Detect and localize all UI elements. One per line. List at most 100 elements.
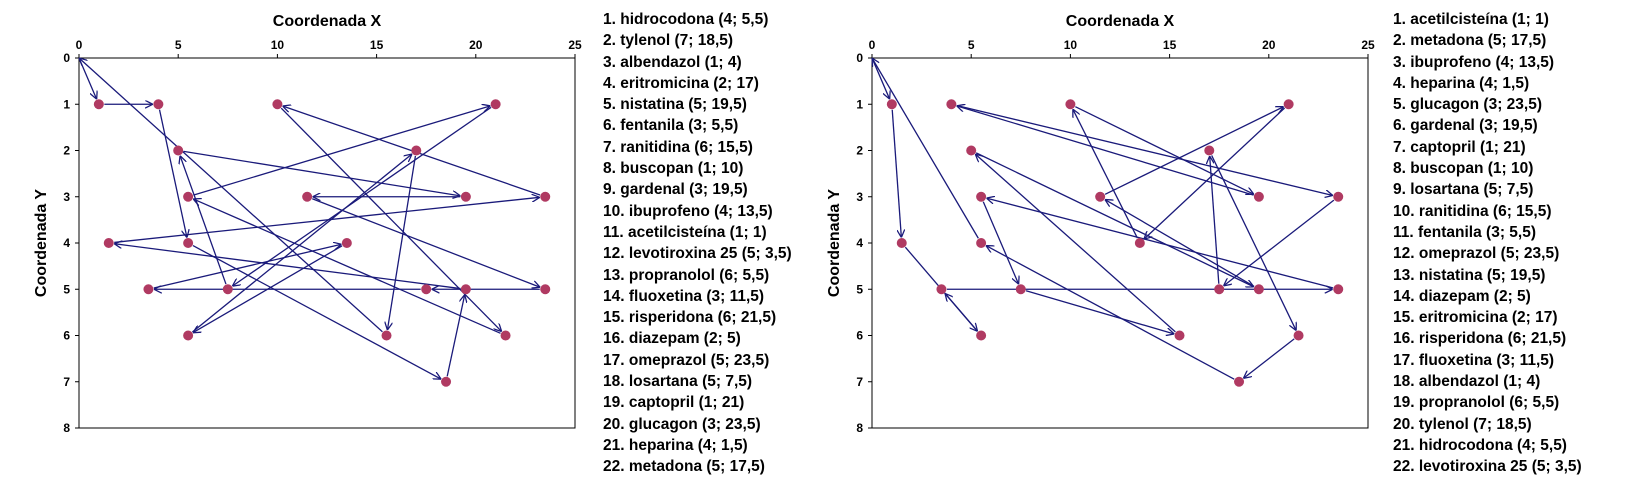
legend-item: 13. nistatina (5; 19,5) — [1393, 266, 1546, 284]
y-tick-label: 7 — [63, 375, 70, 389]
location-point — [1214, 284, 1225, 295]
legend-item: 10. ibuprofeno (4; 13,5) — [603, 202, 773, 220]
route-arrow — [957, 106, 1254, 196]
location-point — [183, 238, 194, 248]
legend-item: 14. diazepam (2; 5) — [1393, 287, 1531, 305]
x-tick-label: 25 — [568, 38, 582, 52]
location-point — [540, 191, 551, 202]
location-point — [1015, 284, 1026, 295]
legend-chart-2: 1. acetilcisteína (1; 1) 2. metadona (5; … — [1393, 9, 1582, 478]
y-tick-label: 1 — [856, 97, 863, 111]
y-tick-label: 2 — [856, 144, 863, 158]
route-arrow — [1243, 338, 1295, 379]
y-axis-title: Coordenada Y — [826, 189, 843, 298]
x-tick-label: 20 — [1262, 38, 1276, 52]
y-tick-label: 6 — [856, 329, 863, 343]
y-tick-label: 3 — [856, 190, 863, 204]
location-point — [976, 238, 987, 248]
legend-item: 19. propranolol (6; 5,5) — [1393, 394, 1560, 412]
route-arrow — [956, 104, 1333, 196]
route-arrow — [872, 58, 979, 239]
location-point — [1333, 191, 1344, 202]
route-arrow — [891, 109, 901, 238]
location-point — [153, 99, 164, 110]
legend-item: 21. hidrocodona (4; 5,5) — [1393, 436, 1567, 454]
location-point — [1065, 99, 1076, 110]
location-point — [183, 330, 194, 341]
location-point — [886, 99, 897, 110]
legend-item: 8. buscopan (1; 10) — [1393, 160, 1534, 178]
route-arrow — [1075, 106, 1254, 195]
y-tick-label: 6 — [63, 329, 70, 343]
legend-item: 22. levotiroxina 25 (5; 3,5) — [1393, 458, 1582, 476]
location-point — [1253, 284, 1264, 295]
y-tick-label: 8 — [856, 421, 863, 435]
location-point — [946, 99, 957, 110]
legend-item: 11. fentanila (3; 5,5) — [1393, 223, 1536, 241]
x-tick-label: 10 — [1064, 38, 1078, 52]
route-arrow — [78, 57, 97, 99]
route-arrow — [193, 199, 501, 334]
route-arrow — [312, 198, 540, 288]
location-point — [1134, 238, 1145, 248]
location-point — [1174, 330, 1185, 341]
location-point — [173, 145, 184, 156]
route-arrow — [1211, 155, 1296, 330]
location-point — [1253, 191, 1264, 202]
legend-item: 22. metadona (5; 17,5) — [603, 458, 765, 476]
route-arrow — [183, 150, 461, 196]
legend-item: 8. buscopan (1; 10) — [603, 160, 744, 178]
route-arrow — [982, 201, 1018, 284]
location-point — [381, 330, 392, 341]
route-arrow — [986, 198, 1334, 289]
location-point — [1293, 330, 1304, 341]
route-arrow — [1144, 107, 1286, 239]
legend-item: 12. levotiroxina 25 (5; 3,5) — [603, 245, 792, 263]
x-axis-title: Coordenada X — [273, 13, 382, 30]
location-point — [500, 330, 511, 341]
y-tick-label: 0 — [63, 51, 70, 65]
x-axis-title: Coordenada X — [1066, 13, 1175, 30]
legend-item: 19. captopril (1; 21) — [603, 394, 745, 412]
route-arrow — [1210, 156, 1220, 284]
location-point — [421, 284, 432, 295]
location-point — [1234, 376, 1245, 387]
legend-item: 10. ranitidina (6; 15,5) — [1393, 202, 1552, 220]
route-arrow — [193, 106, 490, 196]
legend-item: 15. risperidona (6; 21,5) — [603, 309, 777, 327]
x-tick-label: 10 — [271, 38, 285, 52]
legend-item: 5. nistatina (5; 19,5) — [603, 96, 747, 114]
legend-item: 9. gardenal (3; 19,5) — [603, 181, 748, 199]
location-point — [411, 145, 422, 156]
x-tick-label: 15 — [370, 38, 384, 52]
route-arrow — [153, 244, 342, 289]
legend-item: 20. glucagon (3; 23,5) — [603, 415, 761, 433]
location-point — [966, 145, 977, 156]
x-tick-label: 5 — [175, 38, 182, 52]
route-arrow — [114, 197, 540, 244]
legend-chart-1: 1. hidrocodona (4; 5,5) 2. tylenol (7; 18… — [603, 9, 792, 478]
y-tick-label: 4 — [856, 236, 863, 250]
legend-item: 7. ranitidina (6; 15,5) — [603, 138, 753, 156]
route-arrow — [446, 295, 465, 377]
y-axis-title: Coordenada Y — [33, 189, 50, 298]
legend-item: 20. tylenol (7; 18,5) — [1393, 415, 1532, 433]
route-arrow — [986, 246, 1235, 380]
y-tick-label: 5 — [63, 282, 70, 296]
legend-item: 13. propranolol (6; 5,5) — [603, 266, 770, 284]
plot-frame — [78, 57, 576, 429]
x-tick-label: 0 — [76, 38, 83, 52]
route-arrow — [191, 154, 412, 333]
x-tick-label: 25 — [1361, 38, 1375, 52]
y-tick-label: 5 — [856, 282, 863, 296]
location-point — [103, 238, 114, 248]
legend-item: 15. eritromicina (2; 17) — [1393, 309, 1558, 327]
legend-item: 18. losartana (5; 7,5) — [603, 373, 753, 391]
route-arrow — [180, 156, 227, 285]
route-arrow — [114, 244, 461, 290]
route-arrow — [975, 152, 1254, 287]
x-tick-label: 0 — [869, 38, 876, 52]
legend-item: 3. ibuprofeno (4; 13,5) — [1393, 53, 1555, 71]
location-point — [896, 238, 907, 248]
